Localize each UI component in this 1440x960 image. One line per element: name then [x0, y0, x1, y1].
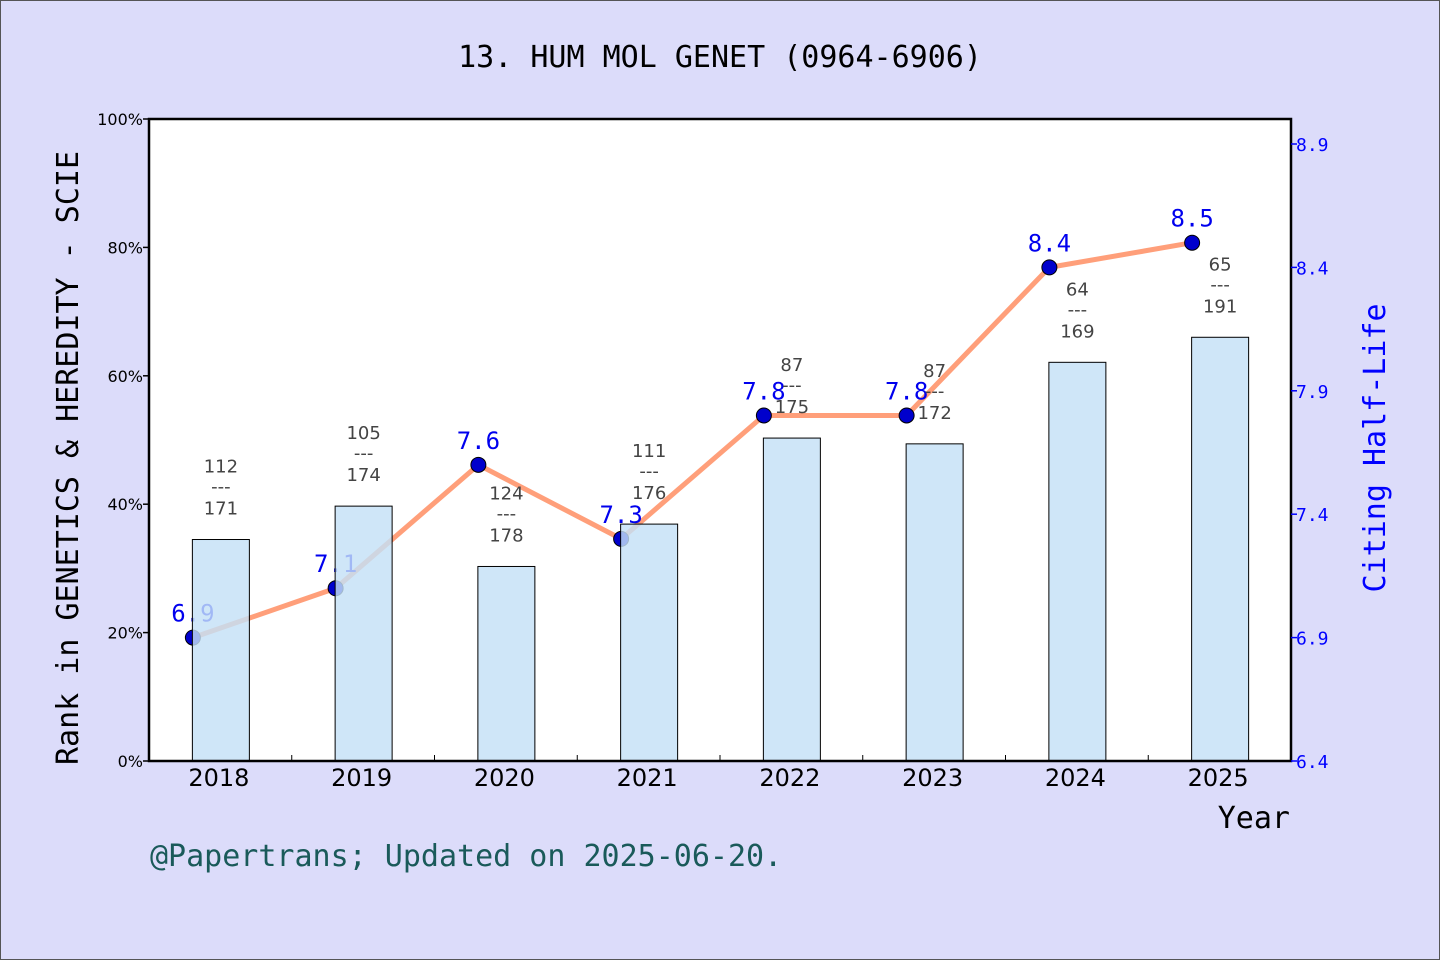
rank-separator: ---	[354, 443, 374, 464]
rank-bar	[620, 523, 679, 762]
y2-tick-label: 8.9	[1296, 135, 1329, 156]
line-marker	[755, 407, 772, 424]
x-axis-label: Year	[1218, 801, 1290, 836]
x-tick-label: 2022	[759, 764, 820, 792]
rank-label: 111	[632, 441, 666, 462]
y2-axis-label: Citing Half-Life	[1358, 304, 1393, 593]
y-tick-label: 40%	[107, 495, 143, 514]
x-tick-label: 2024	[1045, 764, 1106, 792]
rank-label: 65	[1209, 254, 1232, 275]
y-tick-label: 60%	[107, 367, 143, 386]
line-value-label: 8.5	[1170, 205, 1213, 233]
rank-bar	[334, 505, 393, 762]
line-marker	[898, 407, 915, 424]
x-tick-label: 2023	[902, 764, 963, 792]
line-value-label: 7.6	[457, 427, 500, 455]
rank-label: 112	[204, 457, 238, 478]
y-tick-label: 20%	[107, 624, 143, 643]
rank-separator: ---	[211, 477, 231, 498]
rank-separator: ---	[639, 461, 659, 482]
line-value-label: 7.8	[885, 377, 928, 405]
rank-bar	[1191, 336, 1250, 762]
rank-label: 87	[923, 361, 946, 382]
x-tick-label: 2019	[331, 764, 392, 792]
y-tick-label: 80%	[107, 238, 143, 257]
chart-title: 13. HUM MOL GENET (0964-6906)	[458, 40, 982, 75]
total-label: 191	[1203, 296, 1237, 317]
rank-bar	[477, 565, 536, 762]
line-value-label: 8.4	[1028, 229, 1071, 257]
rank-label: 64	[1066, 279, 1089, 300]
total-label: 175	[775, 397, 809, 418]
x-tick-label: 2018	[188, 764, 249, 792]
line-marker	[1184, 234, 1201, 251]
line-marker	[1041, 259, 1058, 276]
rank-bar	[191, 539, 250, 762]
rank-bar	[762, 437, 821, 762]
y2-tick-label: 7.4	[1296, 505, 1329, 526]
total-label: 178	[489, 525, 523, 546]
y-axis-label: Rank in GENETICS & HEREDITY - SCIE	[51, 151, 86, 765]
total-label: 169	[1060, 321, 1094, 342]
y2-tick-label: 7.9	[1296, 382, 1329, 403]
x-tick-label: 2021	[617, 764, 678, 792]
y2-tick-label: 6.9	[1296, 629, 1329, 650]
y2-tick-label: 6.4	[1296, 752, 1329, 773]
rank-label: 105	[346, 423, 380, 444]
x-tick-label: 2025	[1188, 764, 1249, 792]
rank-bar	[1048, 361, 1107, 762]
y-tick-label: 100%	[97, 110, 143, 129]
rank-bar	[905, 443, 964, 762]
line-marker	[470, 456, 487, 473]
rank-label: 124	[489, 483, 523, 504]
rank-separator: ---	[497, 503, 517, 524]
y-tick-label: 0%	[118, 752, 143, 771]
line-value-label: 7.8	[742, 377, 785, 405]
plot-area	[149, 119, 1291, 761]
total-label: 171	[204, 499, 238, 520]
rank-separator: ---	[1068, 299, 1088, 320]
rank-separator: ---	[1210, 274, 1230, 295]
x-tick-label: 2020	[474, 764, 535, 792]
footer-note: @Papertrans; Updated on 2025-06-20.	[150, 839, 782, 874]
total-label: 174	[346, 465, 380, 486]
rank-separator: ---	[925, 381, 945, 402]
rank-separator: ---	[782, 375, 802, 396]
total-label: 172	[917, 403, 951, 424]
rank-label: 87	[780, 355, 803, 376]
y2-tick-label: 8.4	[1296, 258, 1329, 279]
total-label: 176	[632, 483, 666, 504]
